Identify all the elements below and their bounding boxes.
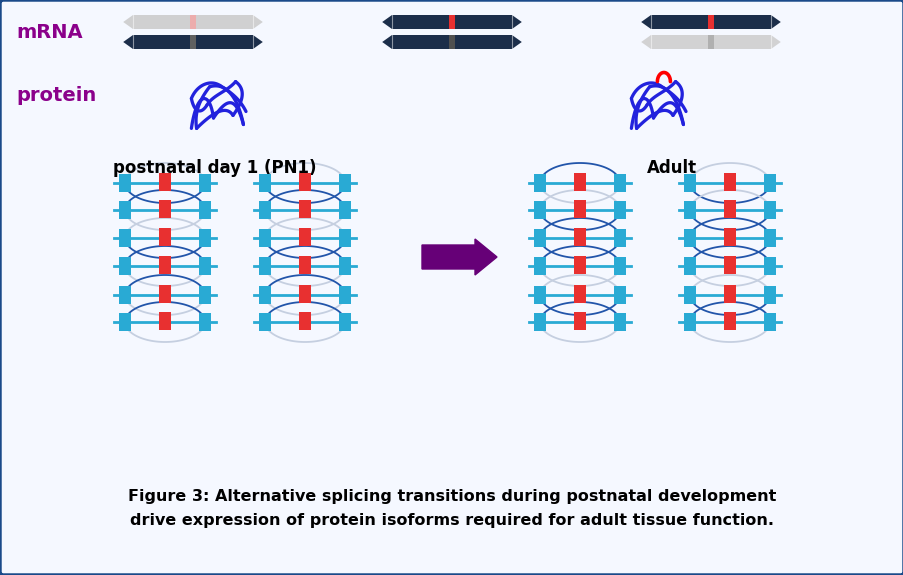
Bar bbox=[299, 312, 311, 330]
Polygon shape bbox=[123, 35, 263, 49]
Bar bbox=[339, 313, 350, 331]
Bar bbox=[299, 200, 311, 218]
Bar bbox=[613, 313, 625, 331]
Bar bbox=[449, 35, 454, 49]
Bar bbox=[763, 286, 775, 304]
Bar bbox=[299, 228, 311, 246]
Polygon shape bbox=[640, 35, 780, 49]
Bar bbox=[119, 286, 131, 304]
Bar bbox=[763, 257, 775, 275]
Bar bbox=[573, 285, 585, 303]
Bar bbox=[119, 229, 131, 247]
Polygon shape bbox=[640, 15, 780, 29]
Bar bbox=[613, 174, 625, 192]
Bar bbox=[159, 256, 171, 274]
Bar bbox=[159, 285, 171, 303]
Bar bbox=[534, 313, 545, 331]
Bar bbox=[684, 229, 695, 247]
Bar bbox=[259, 174, 271, 192]
Bar bbox=[119, 174, 131, 192]
Bar bbox=[723, 200, 735, 218]
Bar bbox=[339, 201, 350, 219]
Bar bbox=[708, 15, 712, 29]
Bar bbox=[159, 173, 171, 191]
Bar bbox=[684, 201, 695, 219]
Bar bbox=[339, 257, 350, 275]
Bar bbox=[763, 229, 775, 247]
Bar bbox=[339, 229, 350, 247]
Bar bbox=[684, 313, 695, 331]
Bar bbox=[119, 201, 131, 219]
Bar bbox=[534, 174, 545, 192]
Text: Figure 3: Alternative splicing transitions during postnatal development: Figure 3: Alternative splicing transitio… bbox=[127, 489, 776, 504]
Bar bbox=[684, 286, 695, 304]
Bar bbox=[259, 313, 271, 331]
Bar bbox=[573, 312, 585, 330]
Bar bbox=[763, 174, 775, 192]
Bar bbox=[723, 256, 735, 274]
Bar bbox=[708, 35, 712, 49]
Bar bbox=[723, 173, 735, 191]
Bar bbox=[534, 286, 545, 304]
Bar bbox=[199, 286, 210, 304]
Bar bbox=[534, 201, 545, 219]
Bar bbox=[259, 286, 271, 304]
Bar bbox=[191, 35, 195, 49]
Text: mRNA: mRNA bbox=[16, 22, 82, 41]
Bar bbox=[159, 200, 171, 218]
Bar bbox=[449, 15, 454, 29]
Bar bbox=[723, 228, 735, 246]
Bar bbox=[684, 257, 695, 275]
Bar bbox=[684, 174, 695, 192]
Bar bbox=[339, 286, 350, 304]
Bar bbox=[119, 313, 131, 331]
FancyArrow shape bbox=[422, 239, 497, 275]
Bar bbox=[299, 173, 311, 191]
Bar bbox=[573, 173, 585, 191]
Bar bbox=[199, 201, 210, 219]
Bar bbox=[613, 257, 625, 275]
Bar bbox=[119, 257, 131, 275]
Bar bbox=[199, 229, 210, 247]
Bar bbox=[763, 313, 775, 331]
Bar bbox=[299, 256, 311, 274]
Bar bbox=[534, 229, 545, 247]
Bar bbox=[199, 174, 210, 192]
Polygon shape bbox=[382, 15, 521, 29]
Text: protein: protein bbox=[16, 86, 96, 105]
Bar bbox=[763, 201, 775, 219]
Polygon shape bbox=[382, 35, 521, 49]
Bar bbox=[199, 257, 210, 275]
Bar bbox=[723, 312, 735, 330]
Bar bbox=[613, 201, 625, 219]
Bar bbox=[723, 285, 735, 303]
Polygon shape bbox=[123, 15, 263, 29]
Bar bbox=[613, 286, 625, 304]
Bar bbox=[299, 285, 311, 303]
Bar bbox=[573, 200, 585, 218]
Bar bbox=[613, 229, 625, 247]
Bar bbox=[199, 313, 210, 331]
Text: drive expression of protein isoforms required for adult tissue function.: drive expression of protein isoforms req… bbox=[130, 512, 773, 527]
Bar bbox=[159, 228, 171, 246]
Bar bbox=[259, 229, 271, 247]
Text: postnatal day 1 (PN1): postnatal day 1 (PN1) bbox=[113, 159, 316, 177]
Bar bbox=[159, 312, 171, 330]
Bar bbox=[259, 201, 271, 219]
Text: Adult: Adult bbox=[647, 159, 696, 177]
Bar bbox=[573, 256, 585, 274]
Bar bbox=[191, 15, 195, 29]
Bar bbox=[534, 257, 545, 275]
Bar bbox=[259, 257, 271, 275]
Bar bbox=[339, 174, 350, 192]
Bar bbox=[573, 228, 585, 246]
